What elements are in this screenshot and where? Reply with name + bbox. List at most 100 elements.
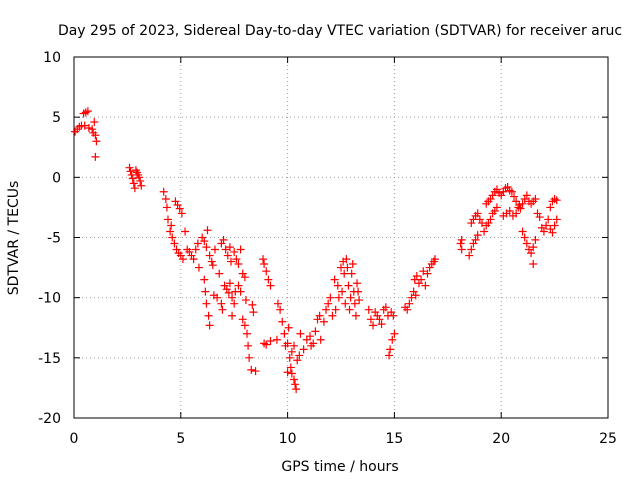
data-point [343, 263, 352, 272]
data-point [208, 261, 217, 270]
data-point [338, 287, 347, 296]
data-point [366, 315, 375, 324]
data-point [193, 239, 202, 248]
data-point [467, 245, 476, 254]
data-point [550, 221, 559, 230]
data-point [430, 255, 439, 264]
data-point [202, 299, 211, 308]
data-point [389, 311, 398, 320]
data-point [203, 226, 212, 235]
data-point [480, 227, 489, 236]
x-tick-labels: 0 5 10 15 20 25 [70, 431, 617, 447]
data-point [471, 235, 480, 244]
data-point [531, 235, 540, 244]
data-point [175, 204, 184, 213]
data-point [311, 327, 320, 336]
data-point [417, 275, 426, 284]
data-point [249, 308, 258, 317]
data-point [194, 263, 203, 272]
data-point [259, 255, 268, 264]
data-point [251, 367, 260, 376]
data-point [328, 311, 337, 320]
data-point [377, 320, 386, 329]
data-point [285, 353, 294, 362]
y-tick-label: -10 [38, 291, 61, 307]
data-point [266, 281, 275, 290]
data-point [228, 293, 237, 302]
data-point [507, 187, 516, 196]
data-point [225, 243, 234, 252]
data-point [240, 273, 249, 282]
data-point [510, 192, 519, 201]
data-point [457, 245, 466, 254]
y-tick-label: 5 [52, 110, 61, 126]
data-point [283, 368, 292, 377]
data-point [278, 317, 287, 326]
data-point [296, 329, 305, 338]
data-point [344, 281, 353, 290]
data-point [173, 201, 182, 210]
data-point [457, 235, 466, 244]
data-point [290, 341, 299, 350]
data-point [465, 251, 474, 260]
data-point [520, 233, 529, 242]
data-point [90, 117, 99, 126]
data-point [347, 269, 356, 278]
data-point [213, 293, 222, 302]
data-point [217, 299, 226, 308]
data-point [168, 233, 177, 242]
data-point [390, 329, 399, 338]
data-point [527, 249, 536, 258]
x-axis-label: GPS time / hours [281, 459, 398, 475]
data-point [331, 305, 340, 314]
data-point [170, 239, 179, 248]
data-point [287, 369, 296, 378]
data-point [322, 305, 331, 314]
data-point [81, 108, 90, 117]
data-point [204, 311, 213, 320]
y-tick-labels: 10 5 0 -5 -10 -15 -20 [38, 50, 61, 427]
data-point [207, 257, 216, 266]
y-axis-label: SDTVAR / TECUs [6, 181, 22, 296]
data-point [273, 299, 282, 308]
data-point [135, 173, 144, 182]
data-point [166, 227, 175, 236]
data-point [247, 365, 256, 374]
data-point [330, 275, 339, 284]
data-point [529, 259, 538, 268]
data-point [411, 291, 420, 300]
data-point [241, 296, 250, 305]
data-point [516, 204, 525, 213]
data-point [351, 311, 360, 320]
data-point [240, 321, 249, 330]
data-point [388, 335, 397, 344]
axis-ticks [73, 56, 609, 419]
data-point [167, 221, 176, 230]
data-point [159, 187, 168, 196]
data-point [319, 317, 328, 326]
data-point [299, 345, 308, 354]
data-point [469, 239, 478, 248]
data-point [505, 207, 514, 216]
data-point [243, 329, 252, 338]
data-point [306, 332, 315, 341]
data-point [386, 345, 395, 354]
data-point [293, 356, 302, 365]
data-point [181, 227, 190, 236]
x-tick-label: 5 [176, 431, 185, 447]
data-point [326, 293, 335, 302]
data-point [286, 363, 295, 372]
data-point [161, 194, 170, 203]
data-point [467, 219, 476, 228]
data-point [83, 107, 92, 116]
data-point [210, 245, 219, 254]
chart-title: Day 295 of 2023, Sidereal Day-to-day VTE… [58, 23, 622, 39]
data-point [238, 269, 247, 278]
data-point [522, 239, 531, 248]
data-point [291, 380, 300, 389]
data-point [348, 259, 357, 268]
data-point [91, 152, 100, 161]
y-tick-label: -20 [38, 411, 61, 427]
data-point [218, 305, 227, 314]
data-point [539, 227, 548, 236]
